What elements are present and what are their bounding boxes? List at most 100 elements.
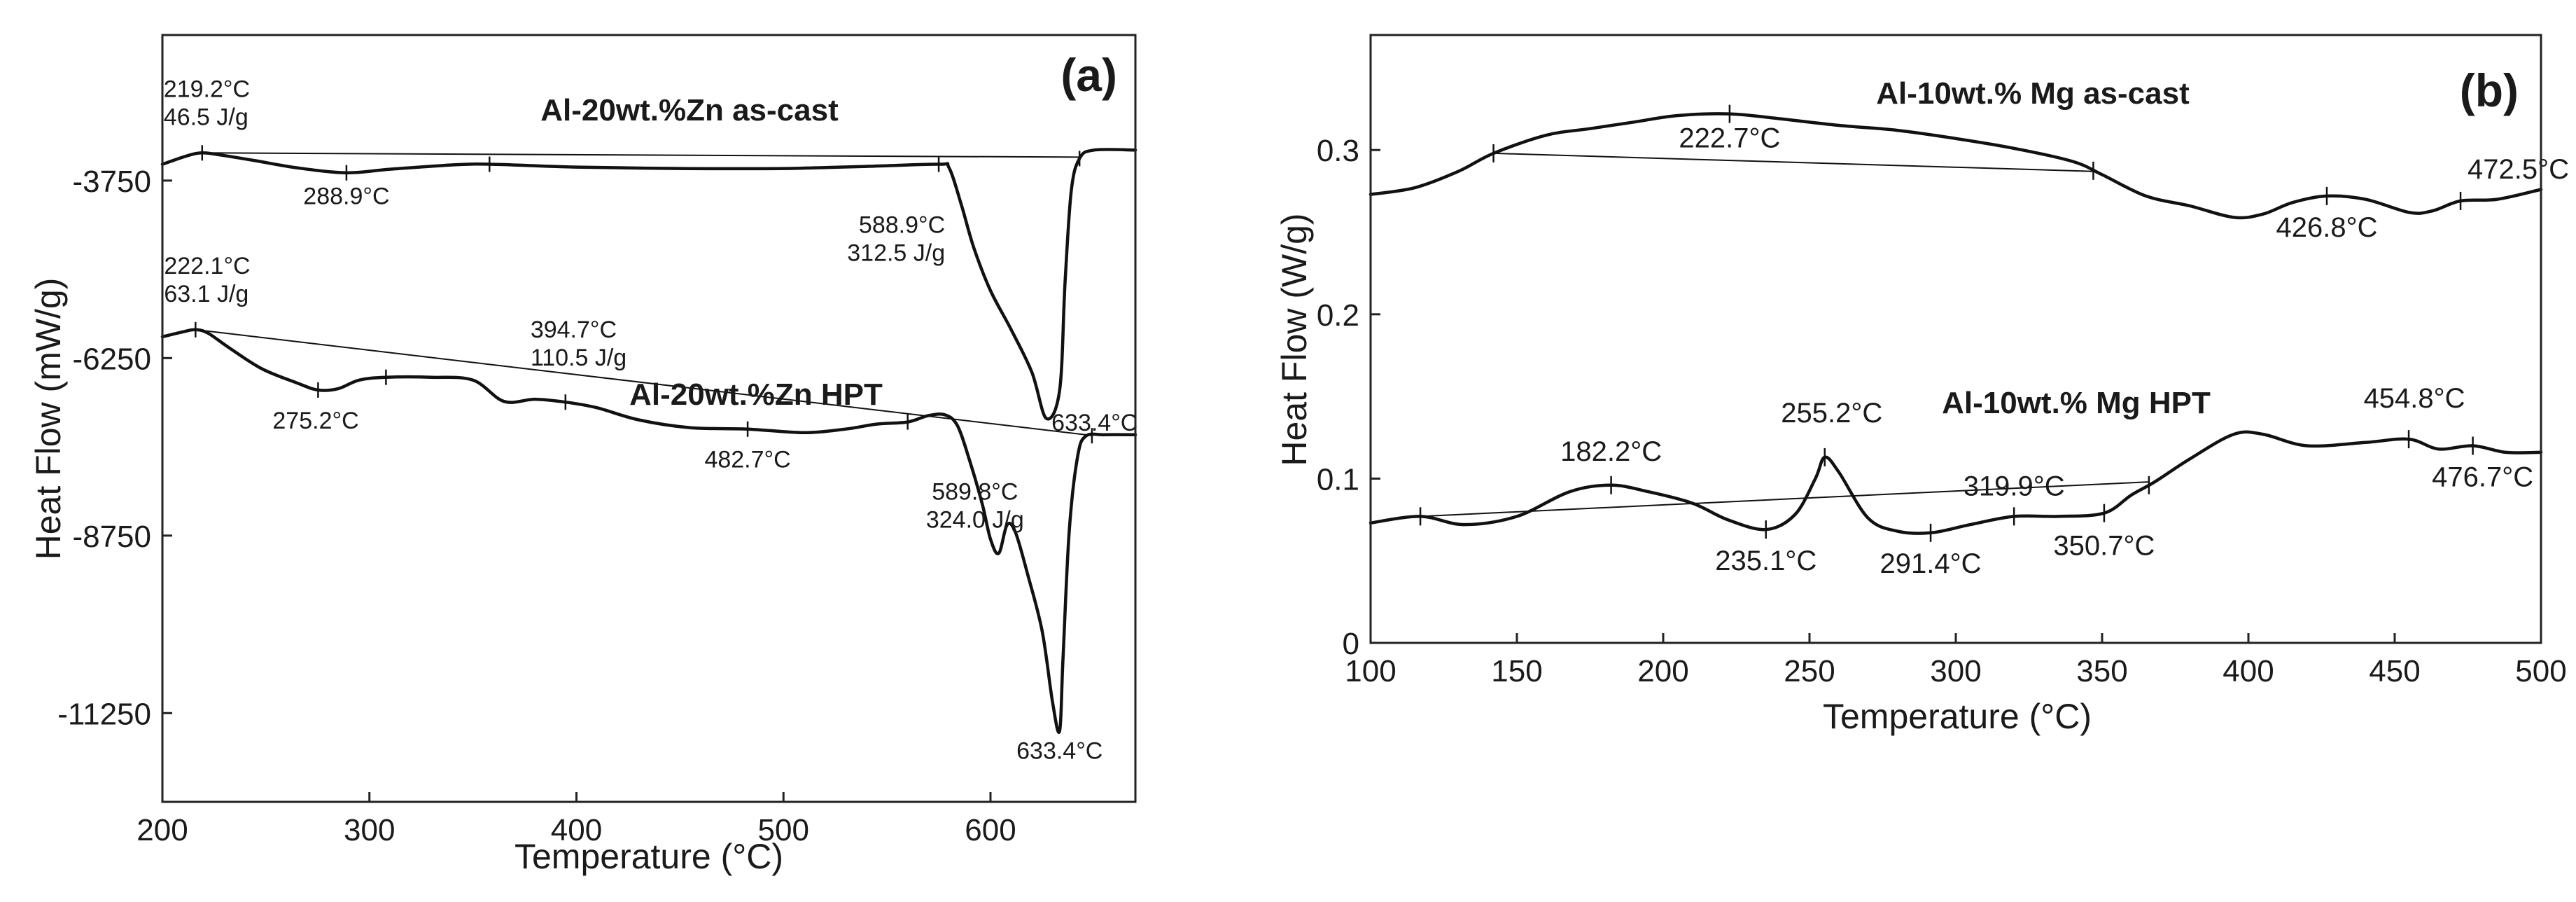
y-tick-label: -8750 [72,520,151,554]
panel-b-markers [1419,104,2474,542]
annotation-line: 235.1°C [1715,546,1816,576]
panel-b-axis-ticks: 100 150 200 250 300 350 400 450 500 0 0.1 0.2 0.3 [1317,134,2567,688]
panel-b-y-axis-title: Heat Flow (W/g) [1275,213,1314,466]
annotation-line: 394.7°C [531,317,617,343]
annotation-line: 454.8°C [2364,383,2465,414]
panel-b-series-1-title: Al-10wt.% Mg as-cast [1876,76,2190,111]
annotation-peak-288: 288.9°C [303,183,389,210]
panel-a-annotations: 219.2°C 46.5 J/g 288.9°C 588.9°C 312.5 J/g 63… [164,76,1138,764]
panel-a-curves [160,148,1138,735]
y-tick-label: 0.2 [1317,298,1359,333]
annotation-peak-222: 222.1°C 63.1 J/g [164,253,250,307]
annotation-line: 312.5 J/g [847,240,945,267]
annotation-line: 46.5 J/g [164,104,248,130]
annotation-line: 222.7°C [1679,123,1780,154]
annotation-peak-454: 454.8°C [2364,383,2465,414]
annotation-peak-426: 426.8°C [2276,212,2378,243]
annotation-peak-319: 319.9°C [1963,471,2065,501]
x-tick-label: 300 [344,813,395,847]
panel-a-axis-ticks: 200 300 400 500 600 -3750 -6250 -8750 -11250 [57,165,1016,847]
series-1-baseline [202,152,1080,158]
y-tick-label: -3750 [72,165,151,199]
annotation-line: 63.1 J/g [164,281,248,307]
series-1-curve [160,148,1138,421]
annotation-peak-255: 255.2°C [1781,398,1882,429]
annotation-peak-633: 633.4°C [1051,410,1138,436]
panel-b-annotations: 222.7°C 426.8°C 472.5°C 182.2°C 235.1°C 255.2… [1560,123,2569,579]
x-tick-label: 450 [2369,654,2420,688]
panel-a-y-axis-title: Heat Flow (mW/g) [29,278,68,560]
annotation-peak-589: 589.8°C 324.0 J/g [926,479,1024,534]
annotation-line: 219.2°C [164,76,250,102]
annotation-line: 288.9°C [303,183,389,210]
panel-b-baselines [1420,152,2149,518]
x-tick-label: 250 [1784,654,1835,688]
panel-a-baselines [195,152,1093,436]
panel-a-markers [195,145,1093,444]
annotation-peak-222-7: 222.7°C [1679,123,1780,154]
x-tick-label: 500 [2515,654,2566,688]
panel-b-tag: (b) [2460,64,2519,116]
x-tick-label: 200 [136,813,188,847]
x-tick-label: 150 [1491,654,1542,688]
panel-b-plot-frame [1369,34,2542,644]
x-tick-label: 500 [758,813,809,847]
annotation-line: 291.4°C [1880,548,1982,579]
series-1-baseline [1493,152,2094,172]
panel-a-series-2-title: Al-20wt.%Zn HPT [629,377,883,412]
panel-b-chart: 100 150 200 250 300 350 400 450 500 0 0.1 0.2 0.3 22… [1275,34,2569,736]
y-tick-label: 0.3 [1317,134,1359,168]
annotation-line: 319.9°C [1963,471,2065,501]
y-tick-label: -11250 [57,697,151,731]
annotation-line: 426.8°C [2276,212,2378,243]
annotation-line: 182.2°C [1560,436,1662,467]
panel-a-chart: 200 300 400 500 600 -3750 -6250 -8750 -11250 219… [29,34,1138,876]
x-tick-label: 400 [2222,654,2274,688]
panel-a-series-1-title: Al-20wt.%Zn as-cast [540,93,839,127]
annotation-peak-235: 235.1°C [1715,546,1816,576]
panel-a-plot-frame [161,34,1137,803]
series-2-baseline [1420,481,2149,518]
annotation-line: 324.0 J/g [926,507,1024,534]
series-2-curve [160,328,1138,735]
annotation-peak-588: 588.9°C 312.5 J/g [847,212,945,267]
y-tick-label: 0 [1343,627,1359,661]
series-1-curve [1368,112,2543,220]
annotation-line: 476.7°C [2432,462,2533,492]
annotation-line: 350.7°C [2053,531,2155,562]
x-tick-label: 400 [551,813,602,847]
annotation-line: 255.2°C [1781,398,1882,429]
annotation-peak-291: 291.4°C [1880,548,1982,579]
annotation-peak-633b: 633.4°C [1016,738,1102,765]
annotation-peak-476: 476.7°C [2432,462,2533,492]
series-2-baseline [195,328,1093,436]
annotation-line: 588.9°C [859,212,945,239]
x-tick-label: 100 [1345,654,1396,688]
annotation-peak-472: 472.5°C [2468,154,2569,185]
annotation-peak-275: 275.2°C [272,408,358,434]
panel-a-x-axis-title: Temperature (°C) [514,837,783,876]
annotation-line: 222.1°C [164,253,250,279]
annotation-line: 589.8°C [932,479,1018,506]
y-tick-label: -6250 [72,342,151,376]
annotation-peak-350: 350.7°C [2053,531,2155,562]
annotation-peak-182: 182.2°C [1560,436,1662,467]
annotation-line: 633.4°C [1051,410,1138,436]
panel-b-x-axis-title: Temperature (°C) [1823,697,2092,736]
annotation-line: 275.2°C [272,408,358,434]
x-tick-label: 200 [1637,654,1688,688]
annotation-line: 110.5 J/g [531,345,626,371]
panel-a-tag: (a) [1060,49,1117,101]
panel-b-series-2-title: Al-10wt.% Mg HPT [1942,386,2211,420]
annotation-line: 482.7°C [704,447,790,473]
x-tick-label: 350 [2076,654,2127,688]
annotation-line: 633.4°C [1016,738,1102,765]
annotation-peak-219: 219.2°C 46.5 J/g [164,76,250,130]
annotation-peak-482: 482.7°C [704,447,790,473]
x-tick-label: 300 [1930,654,1981,688]
annotation-line: 472.5°C [2468,154,2569,185]
y-tick-label: 0.1 [1317,462,1359,497]
x-tick-label: 600 [965,813,1016,847]
